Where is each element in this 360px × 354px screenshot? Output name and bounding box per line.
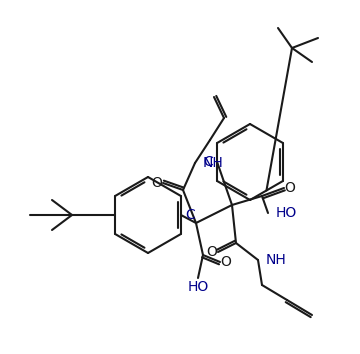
Text: NH: NH <box>266 253 287 267</box>
Text: HO: HO <box>187 280 209 294</box>
Text: C: C <box>203 155 213 169</box>
Text: O: O <box>152 176 162 190</box>
Text: O: O <box>284 181 296 195</box>
Text: NH: NH <box>203 156 224 170</box>
Text: O: O <box>221 255 231 269</box>
Text: C: C <box>185 208 195 222</box>
Text: HO: HO <box>276 206 297 220</box>
Text: O: O <box>207 245 217 259</box>
